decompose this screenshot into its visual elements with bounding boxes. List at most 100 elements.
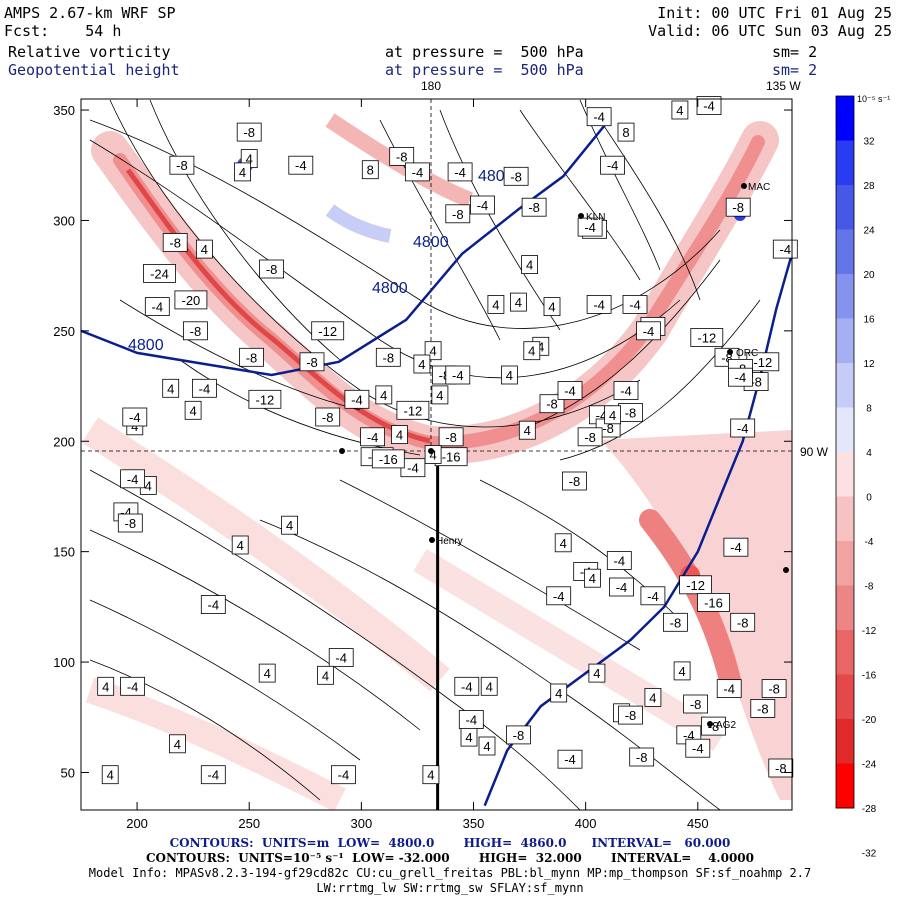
contour-label-box	[543, 297, 561, 317]
contour-label-text: -4	[692, 741, 704, 756]
contour-label-text: 4	[593, 666, 600, 681]
station-mac-label: MAC	[748, 182, 770, 193]
colorbar-tick-label: -28	[862, 804, 877, 815]
contour-label-text: -16	[379, 452, 398, 467]
contour-label-box	[613, 381, 639, 400]
contour-label-box	[629, 747, 655, 767]
footer-height-contours: CONTOURS: UNITS=m LOW= 4800.0 HIGH= 4860…	[169, 836, 731, 850]
contour-label-box	[761, 679, 787, 698]
contour-label-text: -8	[636, 750, 648, 765]
contour-label-box	[120, 676, 145, 696]
contour-label-text: -4	[407, 461, 419, 476]
contour-label-text: 4	[322, 668, 329, 683]
colorbar-tick-label: 8	[866, 404, 872, 415]
contour-label-box	[182, 321, 208, 341]
colorbar-segment	[836, 763, 854, 809]
contour-label-box	[500, 365, 518, 385]
contour-label-text: -4	[208, 768, 220, 783]
contour-label-text: 4	[429, 344, 436, 359]
contour-label-text: 4	[264, 666, 271, 681]
contour-label-text: 4	[107, 768, 114, 783]
sw-band-1	[81, 417, 450, 692]
y-tick-label: 100	[53, 655, 75, 670]
contour-label-box	[239, 347, 264, 367]
contour-label-text: -4	[596, 408, 608, 423]
colorbar-tick-label: -8	[865, 582, 874, 593]
colorbar-tick-label: -12	[862, 626, 877, 637]
contour-label-box	[750, 699, 776, 718]
pressure-level-height: at pressure = 500 hPa	[385, 61, 584, 79]
colorbar-tick-label: 16	[863, 315, 875, 326]
contour-label-text: -4	[152, 300, 164, 315]
contour-label-text: -4	[703, 99, 715, 114]
contour-label-text: -4	[351, 392, 363, 407]
y-axis: 50 100 150 200 250 300 350	[53, 103, 792, 780]
contour-label-box	[690, 328, 724, 347]
contour-label-text: -12	[404, 403, 423, 418]
colorbar-segment	[836, 585, 854, 631]
colorbar-tick-label: 12	[863, 359, 875, 370]
contour-label-box	[716, 679, 742, 698]
contour-label-text: -8	[246, 350, 258, 365]
contour-label-text: -8	[737, 615, 749, 630]
contour-label-text: -8	[383, 350, 395, 365]
contour-label-text: -8	[690, 697, 702, 712]
contour-label-text: -4	[127, 679, 139, 694]
contour-label-text: -24	[150, 266, 169, 281]
contour-label-box	[169, 155, 195, 175]
contour-label-text: -4	[454, 165, 466, 180]
y-tick-label: 150	[53, 545, 75, 560]
contour-label-text: -8	[750, 375, 762, 390]
contour-label-box	[248, 389, 282, 409]
contour-label-box	[577, 217, 603, 237]
contour-label-box	[730, 612, 756, 632]
colorbar-tick-label: -16	[862, 671, 877, 682]
contour-label-box	[728, 367, 753, 387]
station-henry-dot	[429, 537, 435, 543]
contour-label-text: -4	[208, 598, 220, 613]
contour-label-box	[438, 427, 464, 447]
contour-label-text: 8	[622, 125, 629, 140]
contour-label-text: -12	[697, 331, 716, 346]
contour-label-text: 4	[515, 295, 522, 310]
contour-label-text: -4	[647, 589, 659, 604]
x-tick-label: 300	[351, 816, 373, 831]
contour-label-box	[730, 418, 756, 438]
contour-label-box	[470, 195, 495, 215]
contour-label-box	[162, 233, 188, 252]
contour-label-text: -8	[569, 474, 581, 489]
contour-label-box	[330, 765, 356, 785]
contour-label-text: 4	[239, 165, 246, 180]
contour-label-text: 4	[486, 679, 493, 694]
contour-label-box	[679, 575, 712, 595]
contour-label-text: -8	[670, 615, 682, 630]
contour-label-text: 4	[678, 664, 685, 679]
contour-label-box	[200, 595, 226, 614]
model-title: AMPS 2.67-km WRF SP	[4, 4, 176, 22]
contour-label-text: -8	[396, 149, 408, 164]
y-tick-label: 50	[61, 765, 75, 780]
contour-label-box	[577, 427, 603, 447]
contour-label-text: 4	[189, 403, 196, 418]
contour-label-box	[554, 533, 572, 553]
contour-label-text: -4	[461, 679, 473, 694]
y-tick-label: 250	[53, 324, 75, 339]
contour-label-text: -4	[412, 165, 424, 180]
footer-model-info: Model Info: MPASv8.2.3-194-gf29cd82c CU:…	[88, 866, 812, 880]
colorbar-tick-label: 20	[863, 270, 875, 281]
contour-label-box	[701, 716, 726, 736]
contour-label-box	[344, 389, 370, 409]
colorbar-tick-label: 32	[863, 137, 875, 148]
contour-label-text: 4	[201, 242, 208, 257]
contour-label-box	[445, 204, 471, 224]
contour-label-box	[258, 663, 276, 683]
contour-label-text: -4	[593, 297, 605, 312]
contour-label-box	[458, 710, 484, 729]
colorbar-segment	[836, 140, 854, 186]
contour-label-box	[480, 676, 498, 696]
contour-label-box	[588, 663, 606, 683]
contour-label-text: -8	[625, 708, 637, 723]
contour-label-box	[174, 290, 208, 310]
contour-label-text: -4	[564, 752, 576, 767]
contour-label-box	[586, 294, 612, 314]
